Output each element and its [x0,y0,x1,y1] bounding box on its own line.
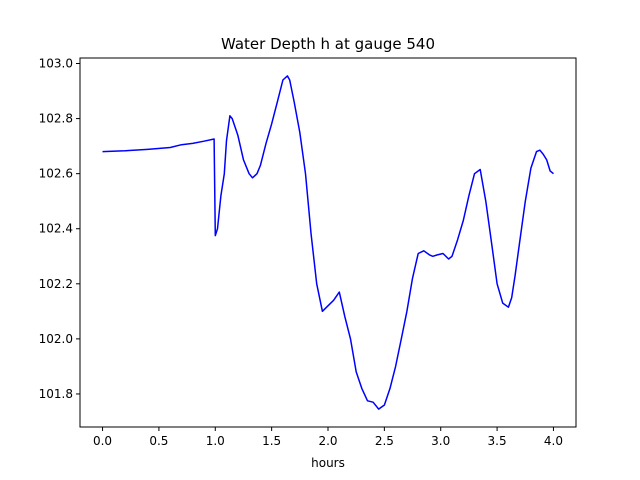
y-tick-label: 102.2 [39,277,73,291]
y-tick-label: 102.0 [39,332,73,346]
y-tick-label: 102.6 [39,167,73,181]
plot-frame [79,57,577,428]
y-tick-label: 103.0 [39,57,73,71]
x-axis: 0.0 0.5 1.0 1.5 2.0 2.5 3.0 3.5 4.0 [93,427,563,448]
series-line [102,75,554,410]
x-tick-label: 1.0 [206,434,225,448]
y-axis: 101.8 102.0 102.2 102.4 102.6 102.8 103.0 [39,57,80,401]
x-tick-label: 1.5 [262,434,281,448]
x-tick-label: 2.5 [375,434,394,448]
plot-area [102,75,554,410]
y-tick-label: 102.8 [39,112,73,126]
chart-title: Water Depth h at gauge 540 [221,35,435,53]
x-tick-label: 0.0 [93,434,112,448]
x-tick-label: 4.0 [544,434,563,448]
x-tick-label: 0.5 [149,434,168,448]
x-tick-label: 2.0 [318,434,337,448]
y-tick-label: 101.8 [39,387,73,401]
x-tick-label: 3.5 [488,434,507,448]
x-tick-label: 3.0 [431,434,450,448]
y-tick-label: 102.4 [39,222,73,236]
x-axis-label: hours [311,456,345,470]
